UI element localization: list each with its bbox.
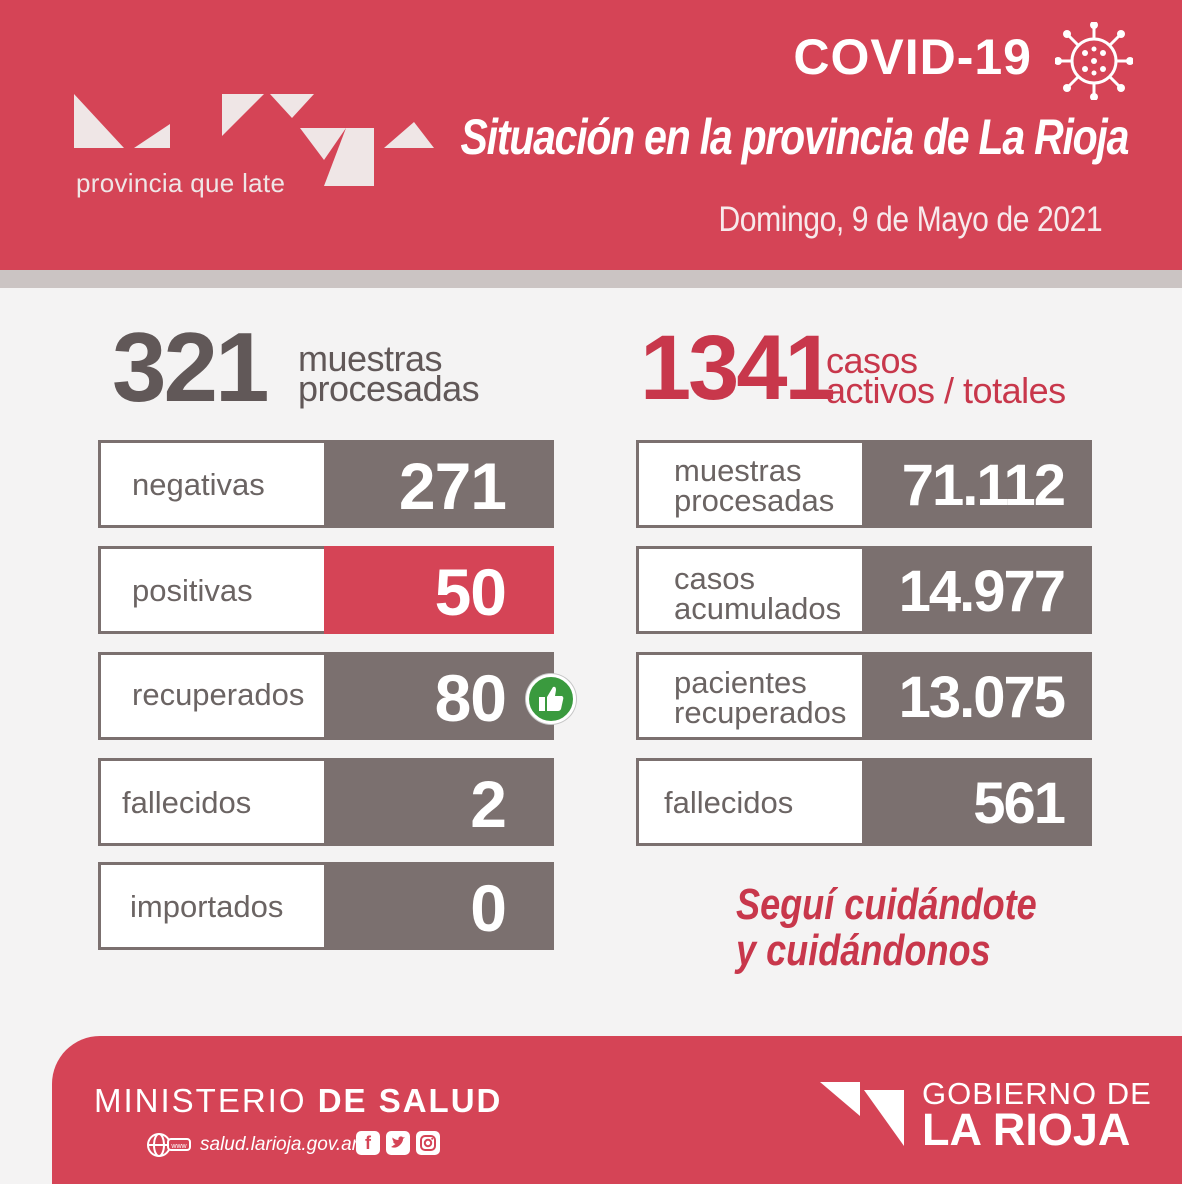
row-value: 271 [398,449,507,523]
row-casos-acumulados: casos acumulados 14.977 [636,546,1092,634]
row-fallecidos: fallecidos 2 [98,758,554,846]
gov-name-line1: GOBIERNO DE [922,1076,1152,1111]
row-label: pacientes recuperados [674,665,847,730]
gov-name-line2: LA RIOJA [922,1104,1131,1155]
row-label: fallecidos [122,785,252,820]
instagram-icon[interactable] [416,1131,440,1155]
row-muestras-procesadas: muestras procesadas 71.112 [636,440,1092,528]
virus-icon [1055,22,1133,100]
header-shadow [0,270,1182,288]
globe-icon: www [147,1133,191,1157]
gobierno-logo [820,1082,904,1146]
row-value: 0 [470,871,507,945]
twitter-icon[interactable] [386,1131,410,1155]
slogan: Seguí cuidándote y cuidándonos [736,880,1037,975]
brand-tagline: provincia que late [76,168,286,198]
row-label: positivas [132,573,253,608]
row-value: 561 [973,771,1066,836]
row-importados: importados 0 [98,862,554,950]
cumulative-total-label: casos activos / totales [826,340,1066,411]
row-label: muestras procesadas [674,453,835,518]
footer-banner [52,1036,1182,1184]
row-value: 14.977 [898,559,1066,624]
header-banner [0,0,1182,270]
row-value: 13.075 [898,665,1066,730]
row-label: recuperados [132,677,305,712]
row-pacientes-recuperados: pacientes recuperados 13.075 [636,652,1092,740]
row-value: 71.112 [901,453,1066,518]
row-label: negativas [132,467,265,502]
daily-total: 321 [112,312,270,422]
daily-total-label: muestras procesadas [298,338,480,409]
row-label: importados [130,889,284,924]
ministry-name: MINISTERIO DE SALUD [94,1082,503,1119]
row-negativas: negativas 271 [98,440,554,528]
row-value: 2 [470,767,507,841]
website-link[interactable]: salud.larioja.gov.ar [200,1134,359,1155]
row-label: casos acumulados [674,561,842,626]
row-value: 50 [434,555,507,629]
facebook-icon[interactable]: f [356,1131,380,1155]
covid-title: COVID-19 [793,29,1032,85]
row-positivas: positivas 50 [98,546,554,634]
thumbs-up-icon [526,674,576,724]
row-value: 80 [434,661,507,735]
cumulative-total: 1341 [640,317,836,419]
row-recuperados: recuperados 80 [98,652,554,740]
row-fallecidos-total: fallecidos 561 [636,758,1092,846]
la-rioja-logo [74,94,434,186]
situation-title: Situación en la provincia de La Rioja [460,109,1129,165]
row-label: fallecidos [664,785,794,820]
svg-text:www: www [170,1143,187,1150]
report-date: Domingo, 9 de Mayo de 2021 [718,200,1102,239]
